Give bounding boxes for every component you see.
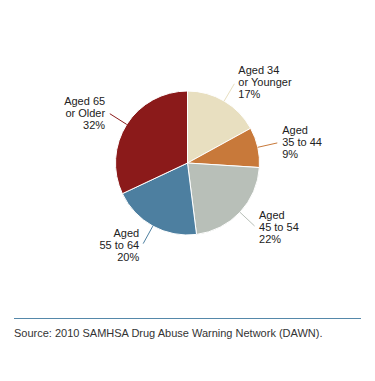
html-text:Source: 2010 SAMHSA Drug Abuse: Source: 2010 SAMHSA Drug Abuse Warning N… bbox=[14, 327, 323, 339]
svg-text:Aged45 to 5422%: Aged45 to 5422% bbox=[259, 209, 299, 245]
svg-text:Aged 65or Older32%: Aged 65or Older32% bbox=[64, 95, 105, 131]
svg-text:Aged35 to 449%: Aged35 to 449% bbox=[282, 124, 322, 160]
svg-text:Aged55 to 6420%: Aged55 to 6420% bbox=[99, 227, 139, 263]
svg-text:Aged 34or Younger17%: Aged 34or Younger17% bbox=[238, 64, 292, 100]
